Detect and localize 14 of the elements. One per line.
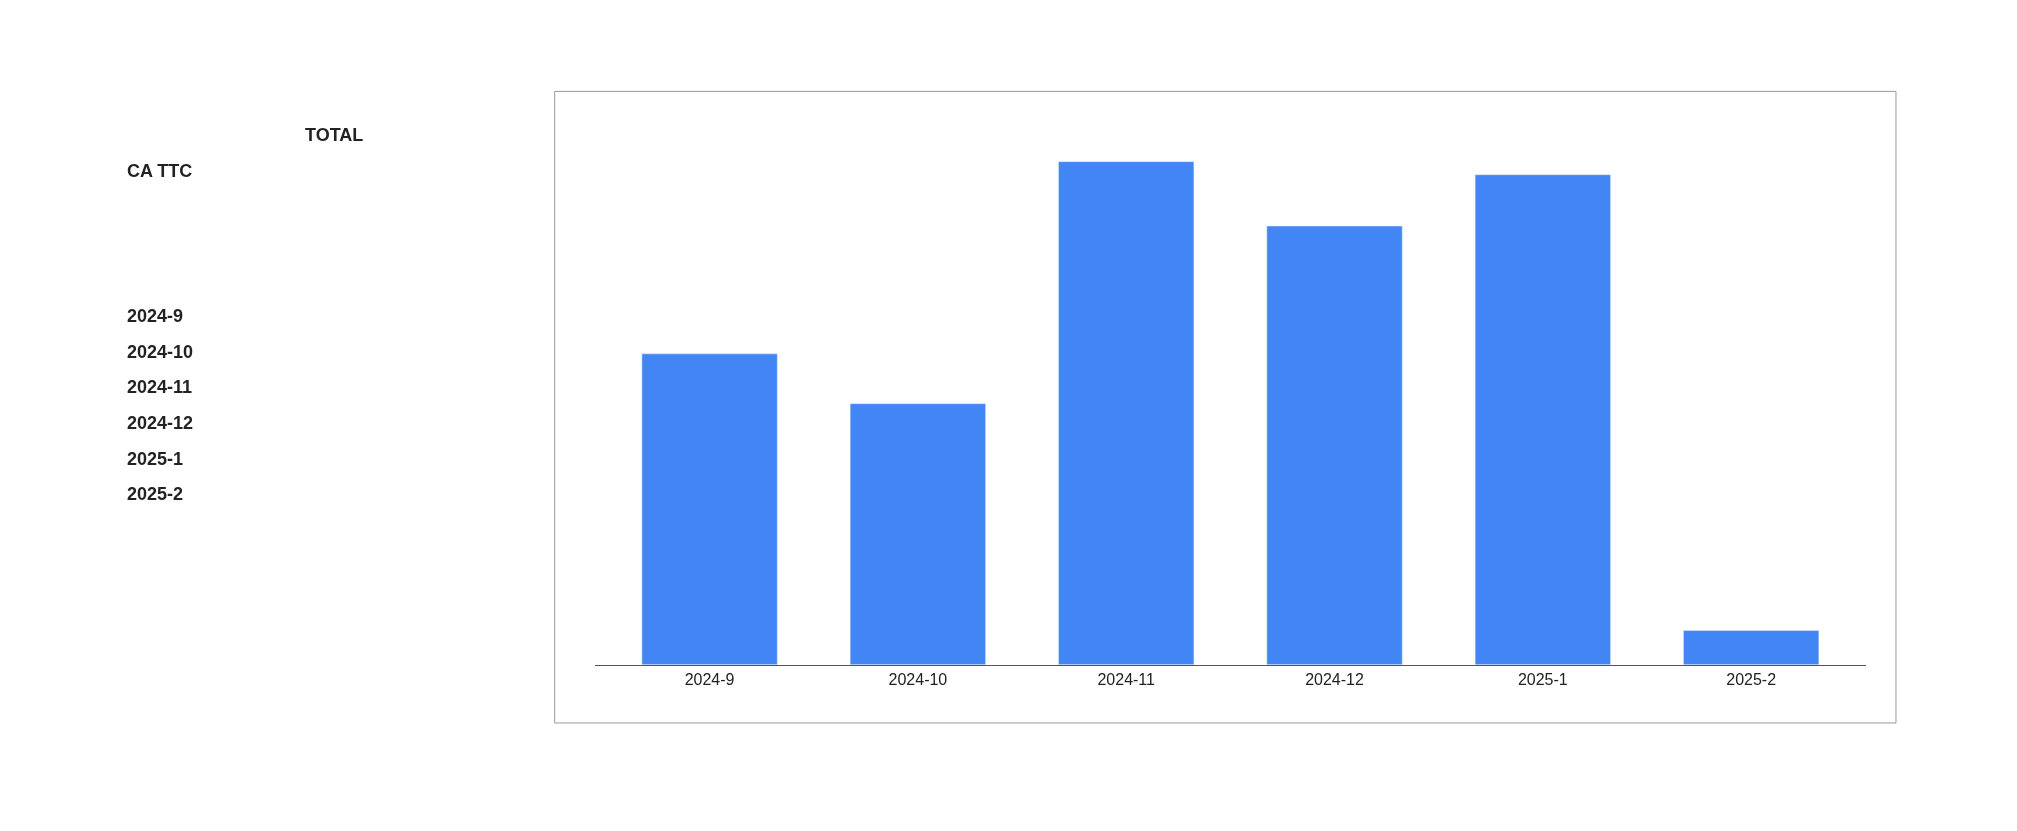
text: CA TTC bbox=[127, 161, 193, 181]
category-label: 2024-10 bbox=[127, 342, 194, 362]
category-label: 2024-11 bbox=[127, 377, 193, 397]
x-tick-label: 2024-11 bbox=[1097, 671, 1156, 688]
category-label: 2024-9 bbox=[127, 306, 184, 326]
category-label: 2025-2 bbox=[127, 484, 184, 504]
x-tick-label: 2025-1 bbox=[1517, 671, 1568, 688]
x-tick-label: 2024-10 bbox=[888, 671, 948, 688]
text: TOTAL bbox=[305, 125, 364, 145]
x-tick-label: 2024-12 bbox=[1305, 671, 1364, 688]
x-tick-label: 2024-9 bbox=[684, 671, 735, 688]
x-tick-label: 2025-2 bbox=[1726, 671, 1777, 688]
category-label: 2025-1 bbox=[127, 449, 184, 469]
category-label: 2024-12 bbox=[127, 413, 194, 433]
